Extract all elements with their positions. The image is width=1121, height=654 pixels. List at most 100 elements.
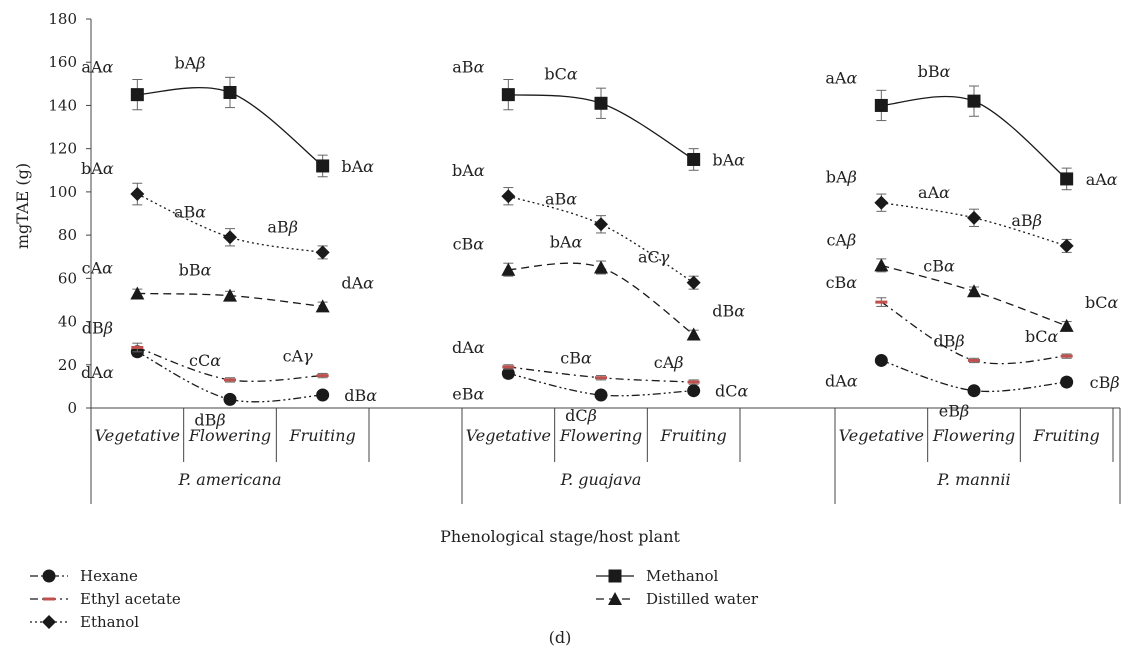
stage-label: Fruiting <box>1033 426 1100 445</box>
data-point <box>874 258 889 272</box>
point-labels: dAα dBβ dBα eBα dCβ dCα dAα eBβ cBβ dBβ cCα cAγ dAα c… <box>81 53 1120 429</box>
data-point <box>316 388 330 402</box>
point-label: bAβ <box>826 168 857 187</box>
data-point <box>223 392 237 406</box>
point-label: cBα <box>826 273 858 292</box>
y-tick-label: 100 <box>48 183 77 201</box>
y-tick-label: 60 <box>58 269 77 287</box>
data-point <box>594 388 608 402</box>
legend-label: Ethyl acetate <box>80 590 181 608</box>
data-point <box>687 380 700 384</box>
data-point <box>316 374 329 378</box>
data-point <box>967 384 981 398</box>
plot-area <box>130 76 1074 406</box>
point-label: bCα <box>544 64 577 83</box>
data-point <box>1060 354 1073 358</box>
x-axis-title: Phenological stage/host plant <box>440 527 680 546</box>
series-methanol <box>130 76 1074 191</box>
point-label: aAα <box>918 183 950 202</box>
data-point <box>686 275 701 290</box>
data-point <box>875 300 888 304</box>
point-label: dAα <box>341 273 374 292</box>
legend-marker <box>608 592 622 605</box>
data-point <box>968 358 980 362</box>
data-point <box>315 245 330 260</box>
point-label: dBβ <box>933 331 964 350</box>
point-label: cBβ <box>1090 373 1120 392</box>
point-label: cBα <box>923 256 955 275</box>
point-label: dBβ <box>194 410 225 429</box>
host-plant-label: P. americana <box>178 470 282 489</box>
point-label: bAβ <box>174 53 205 72</box>
data-point <box>1059 238 1074 253</box>
y-tick-label: 140 <box>48 96 77 114</box>
data-point <box>130 88 144 102</box>
point-label: aBα <box>545 189 577 208</box>
data-point <box>1060 172 1074 186</box>
data-point <box>501 366 515 380</box>
point-label: cAα <box>82 258 114 277</box>
y-tick-label: 80 <box>58 226 77 244</box>
legend-marker <box>43 597 55 601</box>
point-label: dCβ <box>565 406 597 425</box>
data-point <box>594 217 608 232</box>
legend-marker <box>42 615 56 629</box>
data-point <box>874 195 889 210</box>
data-point <box>501 189 516 204</box>
y-tick-label: 180 <box>48 10 77 28</box>
series-distilled-water <box>130 258 1074 341</box>
data-point <box>594 96 608 110</box>
point-label: aAα <box>1086 170 1118 189</box>
point-label: dAα <box>825 371 858 390</box>
data-point <box>316 159 330 173</box>
legend-label: Hexane <box>80 567 138 585</box>
data-point <box>686 327 701 341</box>
point-label: bCα <box>1085 293 1118 312</box>
point-label: aAα <box>825 68 857 87</box>
legend-item-hexane: Hexane <box>30 567 138 585</box>
point-label: cCα <box>189 351 221 370</box>
data-point <box>874 98 888 112</box>
point-label: cBα <box>453 235 485 254</box>
series-ethyl-acetate <box>131 297 1073 385</box>
point-label: cBα <box>560 349 592 368</box>
point-label: dBα <box>344 386 377 405</box>
legend-label: Distilled water <box>646 590 759 608</box>
point-label: aCγ <box>638 248 670 267</box>
point-label: bAα <box>452 161 485 180</box>
point-label: cAγ <box>283 347 314 366</box>
series-ethanol <box>130 182 1074 290</box>
data-point <box>315 299 330 313</box>
host-plant-label: P. guajava <box>560 470 642 489</box>
point-label: bAα <box>81 159 114 178</box>
point-label: bBα <box>918 62 951 81</box>
stage-label: Flowering <box>932 426 1015 445</box>
data-point <box>501 262 516 276</box>
data-point <box>967 94 981 108</box>
series-line <box>881 359 1067 393</box>
point-label: bBα <box>179 261 212 280</box>
data-point <box>223 288 237 302</box>
legend-item-methanol: Methanol <box>596 567 719 585</box>
host-plant-label: P. mannii <box>936 470 1010 489</box>
stage-label: Vegetative <box>95 426 180 445</box>
data-point <box>502 365 515 369</box>
data-point <box>1059 318 1074 332</box>
legend-marker <box>608 569 622 583</box>
point-label: dAα <box>452 338 485 357</box>
point-label: cAβ <box>826 230 856 249</box>
stage-label: Vegetative <box>839 426 924 445</box>
point-label: aBα <box>452 58 484 77</box>
legend-item-ethyl-acetate: Ethyl acetate <box>30 590 181 608</box>
data-point <box>594 260 608 274</box>
legend-label: Methanol <box>646 567 719 585</box>
point-label: bAα <box>712 150 745 169</box>
series-line <box>137 346 323 382</box>
point-label: aBβ <box>1011 211 1042 230</box>
figure-caption: (d) <box>549 628 572 647</box>
stage-label: Vegetative <box>466 426 551 445</box>
data-point <box>967 284 981 298</box>
series-hexane <box>130 345 1074 406</box>
data-point <box>595 376 607 380</box>
